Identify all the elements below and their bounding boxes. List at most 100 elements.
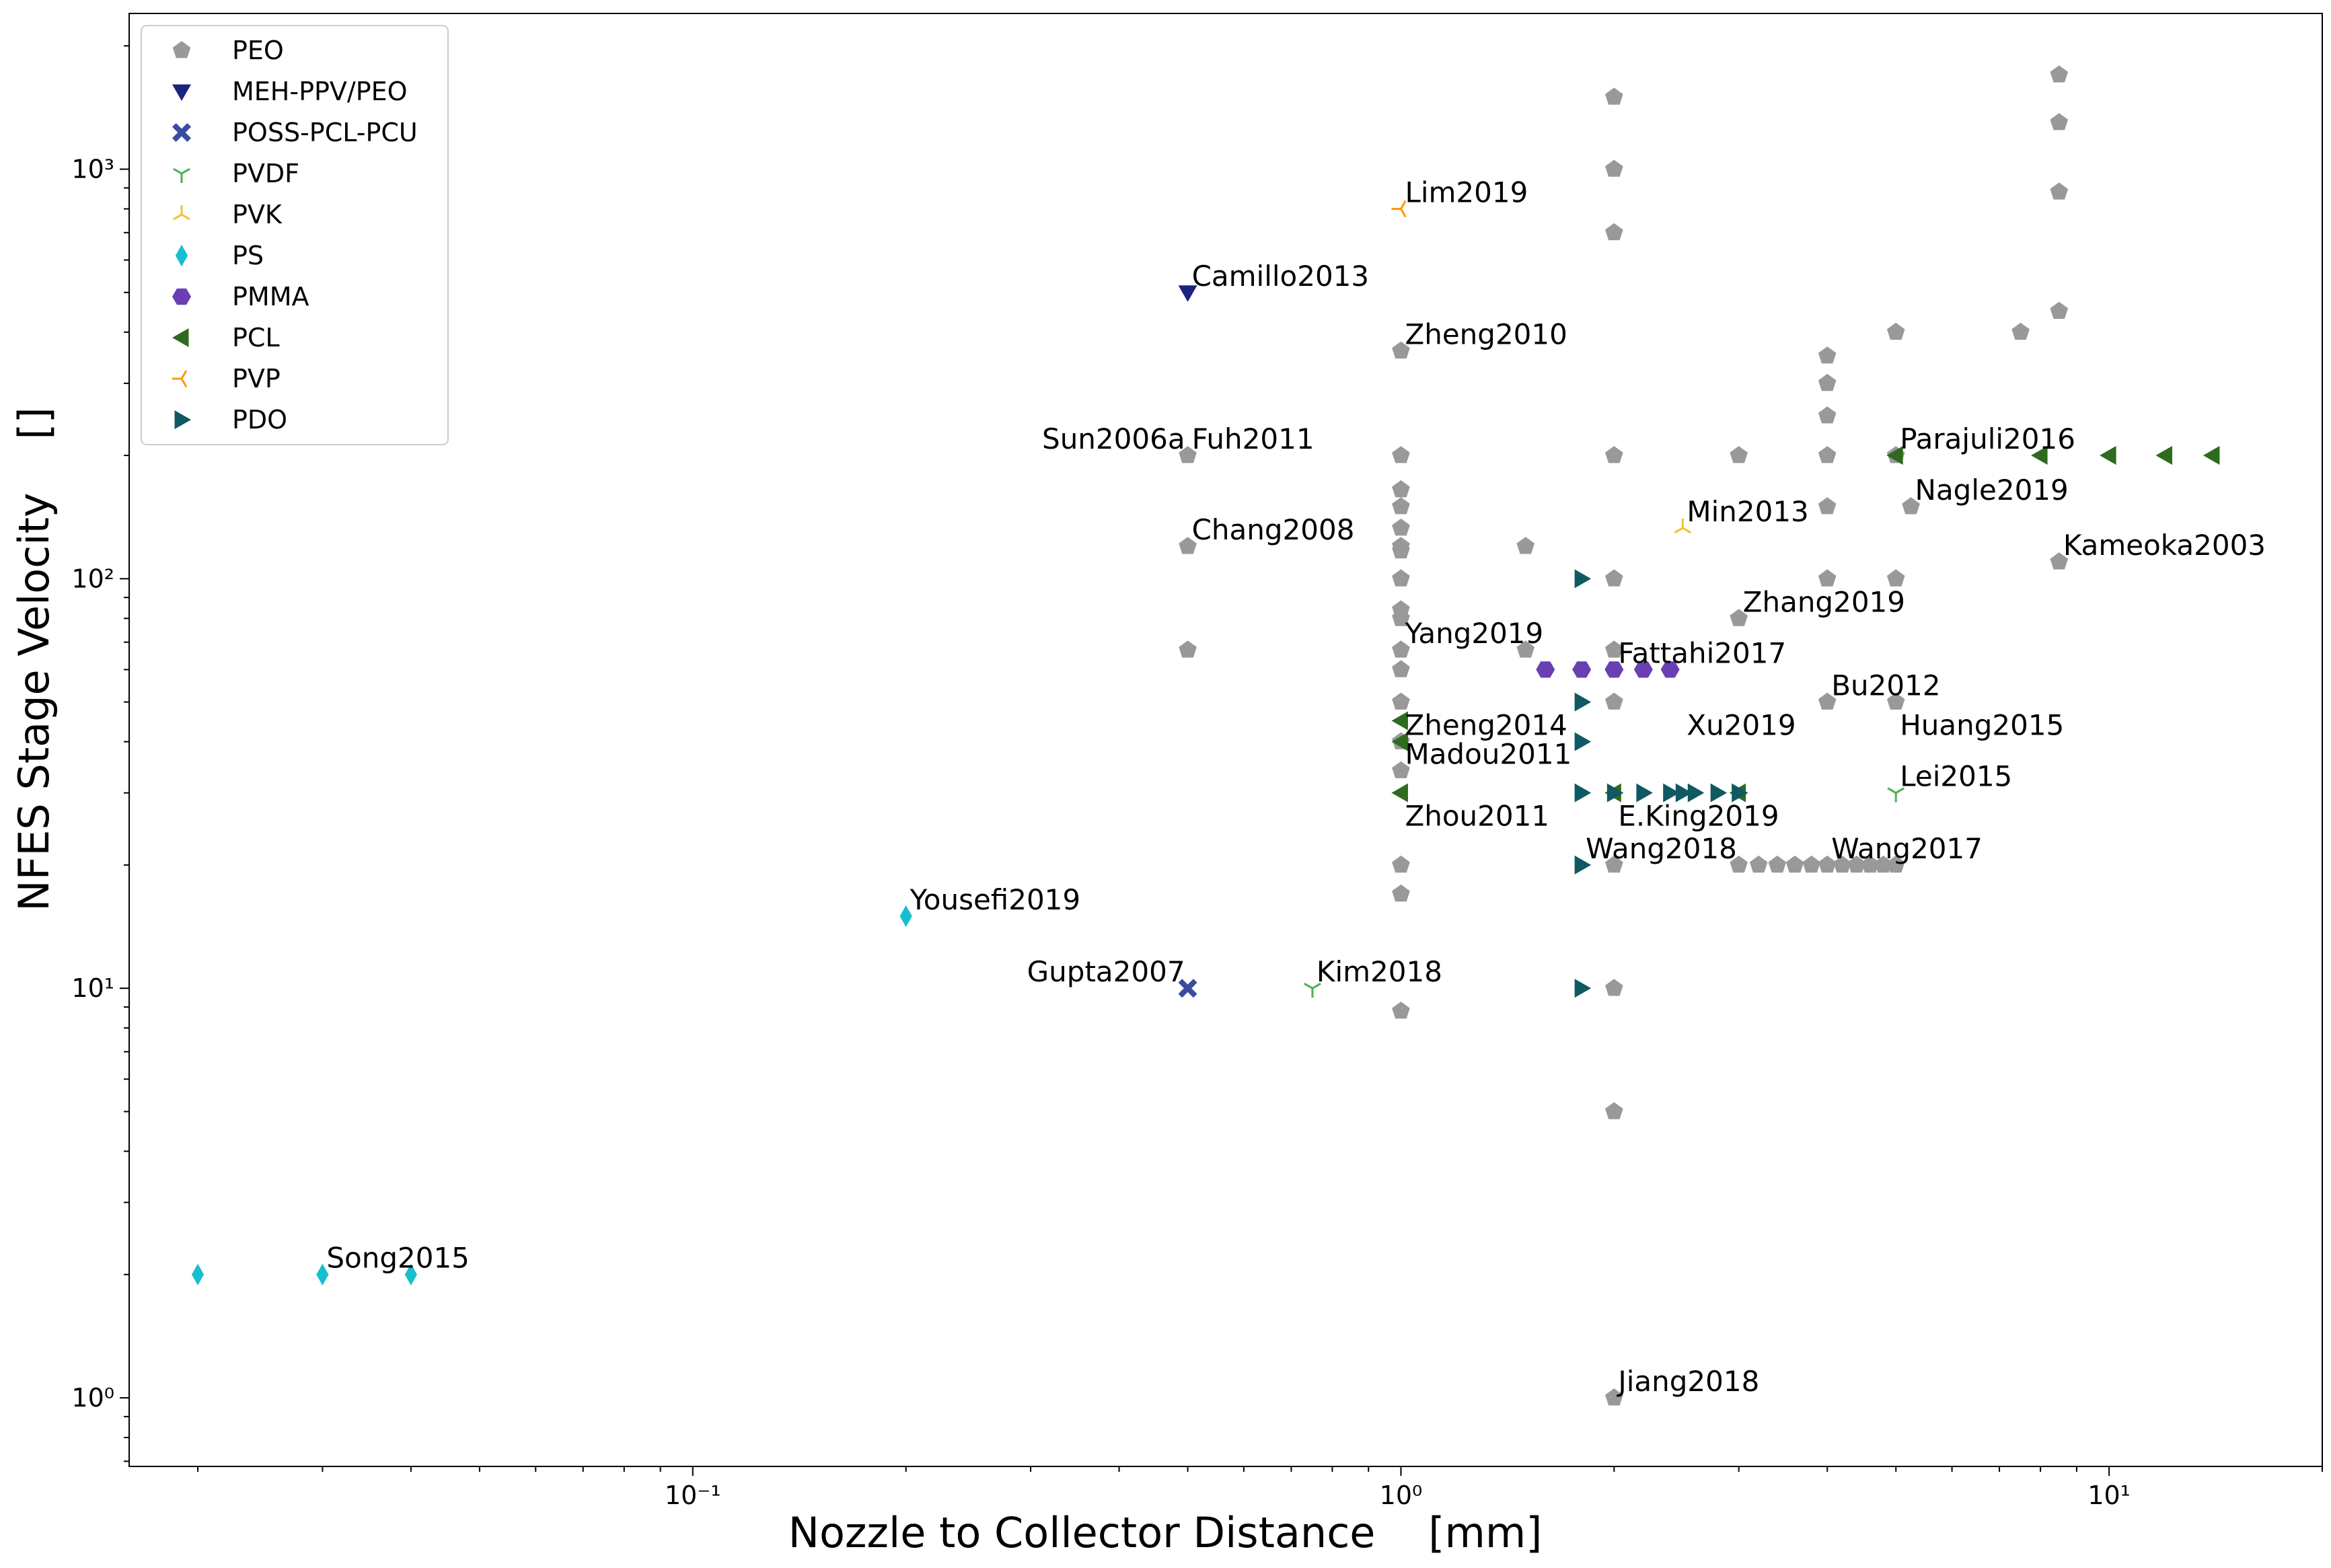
legend-marker [174,410,191,429]
legend-box [141,25,449,445]
data-point-pcl [1391,711,1408,731]
legend-item-meh-ppv-peo: MEH-PPV/PEO [172,77,408,106]
data-point-peo [1605,569,1623,587]
data-point-peo [1392,446,1410,463]
x-axis-label: Nozzle to Collector Distance [mm] [788,1508,1543,1557]
point-annotations: Lim2019 Camillo2013 Zheng2010 Fuh2011Sun200… [326,176,2266,1398]
data-point-peo [1605,223,1623,241]
annotation-label: Nagle2019 [1915,474,2069,507]
data-point-peo [1392,609,1410,626]
data-point-peo [1818,569,1837,587]
data-point-peo [1605,855,1623,873]
data-point-pmma [1604,661,1624,678]
data-point-peo [1833,855,1851,873]
data-point-pmma [1572,661,1592,678]
annotation-label: Kim2018 [1317,955,1442,988]
annotation-label: Kameoka2003 [2063,529,2266,562]
annotation-label: Zheng2010 [1405,318,1567,351]
data-point-peo [2050,182,2069,200]
data-point-pdo [1574,783,1592,802]
data-point-pvdf [1887,787,1905,802]
data-point-pmma [1536,661,1555,678]
annotation-label: Chang2008 [1192,513,1355,546]
data-point-peo [1605,159,1623,177]
data-point-peo [1605,1102,1623,1119]
data-point-pcl [1391,732,1408,751]
annotation-label: Yang2019 [1404,617,1543,650]
data-point-peo [1392,660,1410,677]
data-point-peo [1874,855,1892,873]
data-point-peo [2011,322,2030,340]
data-point-meh-ppv-peo [1178,285,1197,302]
legend-label: PDO [232,405,287,435]
annotation-label: Yousefi2019 [910,883,1080,916]
y-tick-label: 10² [71,564,114,593]
legend-item-pvdf: PVDF [173,159,299,188]
legend-item-pdo: PDO [174,405,287,435]
data-point-pcl [1391,783,1408,802]
legend-marker [172,84,191,101]
data-point-peo [1730,855,1748,873]
data-point-peo [1818,497,1837,515]
legend-item-ps: PS [175,241,264,270]
legend-label: POSS-PCL-PCU [232,118,418,147]
data-point-peo [1516,537,1535,554]
data-point-ps [191,1263,205,1285]
legend-label: MEH-PPV/PEO [232,77,408,106]
data-point-pdo [1675,783,1693,802]
data-point-pvp [1391,200,1407,218]
data-point-peo [1605,692,1623,710]
legend-label: PS [232,241,264,270]
data-point-pdo [1574,979,1592,998]
annotation-label: Zhang2019 [1743,585,1905,618]
data-point-peo [1392,518,1410,536]
data-point-pcl [2203,446,2220,465]
annotation-label: Huang2015 [1900,709,2064,742]
data-point-peo [1392,1002,1410,1019]
legend-marker [173,205,190,221]
data-point-pcl [2031,446,2048,465]
data-point-pvk [1674,518,1692,534]
legend-item-pvk: PVK [173,200,283,229]
annotation-label: Lim2019 [1405,176,1528,209]
data-point-peo [1886,855,1905,873]
data-point-peo [1179,640,1197,658]
data-point-pmma [1633,661,1653,678]
data-point-peo [1785,855,1804,873]
data-point-peo [1392,855,1410,873]
axes: 10⁻¹ 10⁰ 10¹ 10⁰ 10¹ 10² 10³ [71,13,2323,1510]
legend-marker [172,122,192,143]
legend-label: PVDF [232,159,299,188]
data-point-peo [1749,855,1768,873]
legend-marker [172,41,191,59]
data-point-pdo [1710,783,1728,802]
data-point-peo [1392,692,1410,710]
data-point-pdo [1636,783,1653,802]
data-point-pdo [1574,732,1592,751]
plot-frame [128,13,2323,1467]
data-point-peo [1730,609,1748,626]
data-point-peo [1392,640,1410,658]
data-point-pdo [1663,783,1680,802]
data-point-peo [1886,322,1905,340]
data-point-peo [1802,855,1821,873]
legend-marker [172,288,191,305]
y-axis-label: NFES Stage Velocity [] [9,407,59,911]
data-point-peo [1392,497,1410,515]
annotation-label: Madou2011 [1405,738,1571,771]
annotation-label: Camillo2013 [1192,260,1370,293]
x-tick-label: 10¹ [2087,1481,2131,1510]
data-point-peo [2050,113,2069,130]
data-point-pdo [1574,569,1592,589]
legend-item-pvp: PVP [172,364,281,394]
legend-marker [172,370,188,387]
legend-label: PMMA [232,282,309,311]
data-point-peo [1730,446,1748,463]
data-point-peo [1392,569,1410,587]
data-point-peo [1847,855,1866,873]
annotation-label: Jiang2018 [1616,1365,1759,1398]
data-point-ps [899,905,912,928]
data-point-pcl [2155,446,2172,465]
annotation-label: Min2013 [1687,495,1808,528]
